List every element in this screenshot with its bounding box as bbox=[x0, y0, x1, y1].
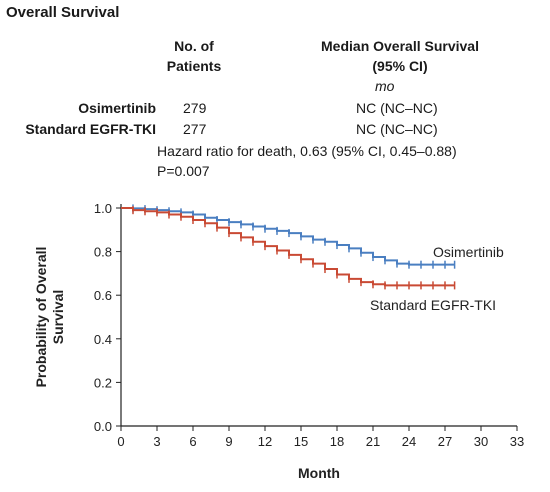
x-tick-label: 27 bbox=[438, 434, 452, 449]
y-tick-label: 0.4 bbox=[94, 332, 112, 347]
x-tick-label: 12 bbox=[258, 434, 272, 449]
km-curve-osimertinib bbox=[121, 207, 455, 266]
x-tick-label: 0 bbox=[117, 434, 124, 449]
y-axis-title: Probability of OverallSurvival bbox=[33, 247, 66, 388]
arm-name-osimertinib: Osimertinib bbox=[78, 100, 156, 116]
x-tick-label: 9 bbox=[225, 434, 232, 449]
x-tick-label: 21 bbox=[366, 434, 380, 449]
x-tick-label: 15 bbox=[294, 434, 308, 449]
y-tick-label: 0.0 bbox=[94, 419, 112, 434]
patients-header-line-1: No. of bbox=[174, 38, 214, 54]
arm-name-standard: Standard EGFR-TKI bbox=[25, 121, 156, 137]
arm-median-osimertinib: NC (NC–NC) bbox=[356, 100, 438, 116]
x-tick-label: 30 bbox=[474, 434, 488, 449]
y-axis-title-line: Probability of Overall bbox=[33, 247, 49, 388]
patients-header-line-2: Patients bbox=[166, 58, 222, 74]
x-tick-label: 3 bbox=[153, 434, 160, 449]
x-tick-label: 18 bbox=[330, 434, 344, 449]
arm-patients-standard: 277 bbox=[183, 121, 207, 137]
y-tick-label: 0.8 bbox=[94, 245, 112, 260]
p-value-text: P=0.007 bbox=[157, 163, 210, 179]
median-survival-column-header: Median Overall Survival (95% CI) bbox=[302, 36, 498, 76]
median-header-line-1: Median Overall Survival bbox=[321, 38, 479, 54]
y-tick-label: 0.6 bbox=[94, 288, 112, 303]
x-tick-label: 33 bbox=[510, 434, 524, 449]
hazard-ratio-text: Hazard ratio for death, 0.63 (95% CI, 0.… bbox=[157, 143, 457, 159]
chart-title: Overall Survival bbox=[6, 4, 120, 21]
x-tick-label: 24 bbox=[402, 434, 416, 449]
median-header-line-2: (95% CI) bbox=[372, 58, 428, 74]
y-tick-label: 1.0 bbox=[94, 201, 112, 216]
patients-column-header: No. of Patients bbox=[156, 36, 232, 76]
annotation-standard: Standard EGFR-TKI bbox=[370, 297, 496, 313]
km-curve-standard bbox=[121, 207, 455, 287]
x-axis-title: Month bbox=[298, 465, 340, 481]
median-unit-label: mo bbox=[375, 78, 395, 94]
arm-patients-osimertinib: 279 bbox=[183, 100, 207, 116]
x-tick-label: 6 bbox=[189, 434, 196, 449]
y-tick-label: 0.2 bbox=[94, 375, 112, 390]
arm-median-standard: NC (NC–NC) bbox=[356, 121, 438, 137]
y-axis-title-line: Survival bbox=[50, 290, 66, 344]
annotation-osimertinib: Osimertinib bbox=[433, 244, 504, 260]
